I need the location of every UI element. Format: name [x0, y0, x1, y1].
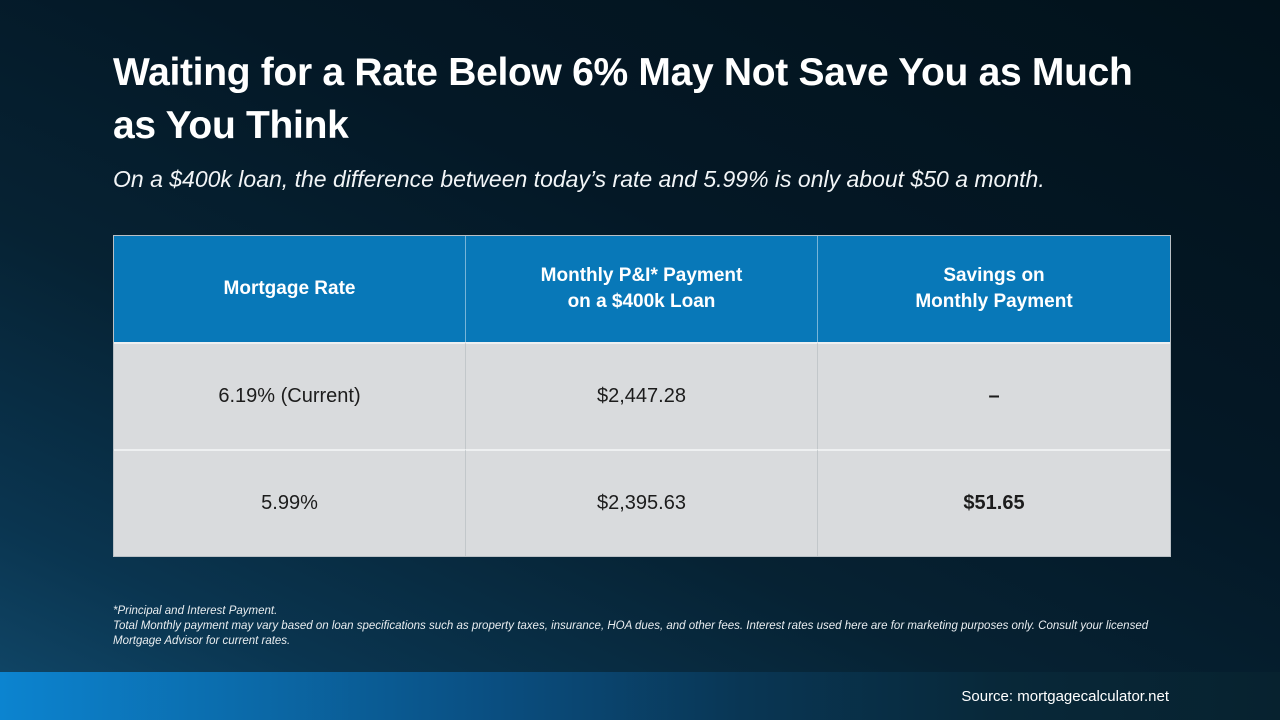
cell-rate-599: 5.99% — [114, 449, 466, 556]
col-header-mortgage-rate: Mortgage Rate — [114, 236, 466, 342]
cell-payment-current: $2,447.28 — [466, 342, 818, 449]
subtitle: On a $400k loan, the difference between … — [113, 166, 1045, 192]
source-attribution: Source: mortgagecalculator.net — [961, 687, 1169, 705]
table-header-row: Mortgage Rate Monthly P&I* Payment on a … — [114, 236, 1170, 342]
col-header-savings: Savings on Monthly Payment — [818, 236, 1170, 342]
table-row: 5.99% $2,395.63 $51.65 — [114, 449, 1170, 556]
page-title: Waiting for a Rate Below 6% May Not Save… — [113, 51, 1133, 147]
cell-savings-599: $51.65 — [818, 449, 1170, 556]
cell-rate-current: 6.19% (Current) — [114, 342, 466, 449]
cell-payment-599: $2,395.63 — [466, 449, 818, 556]
col-header-monthly-payment: Monthly P&I* Payment on a $400k Loan — [466, 236, 818, 342]
rates-table: Mortgage Rate Monthly P&I* Payment on a … — [113, 235, 1171, 557]
cell-savings-current: – — [818, 342, 1170, 449]
table-row: 6.19% (Current) $2,447.28 – — [114, 342, 1170, 449]
footnote-line-2: Total Monthly payment may vary based on … — [113, 620, 1149, 647]
bottom-bar: Source: mortgagecalculator.net — [0, 672, 1280, 720]
footnote-line-1: *Principal and Interest Payment. — [113, 605, 278, 617]
footnote: *Principal and Interest Payment. Total M… — [113, 604, 1171, 649]
slide-content: Waiting for a Rate Below 6% May Not Save… — [113, 0, 1171, 557]
